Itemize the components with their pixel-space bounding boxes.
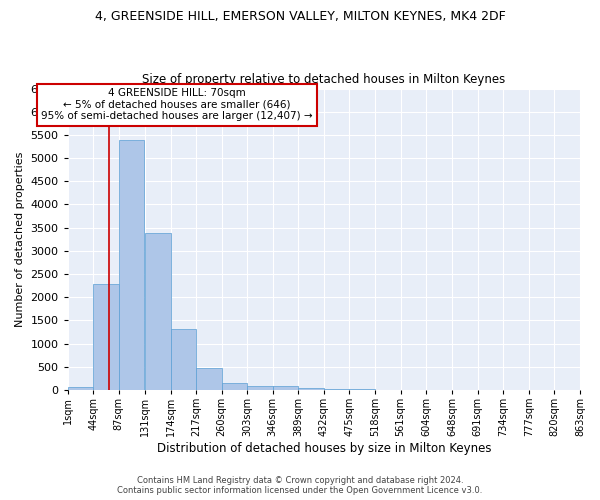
Text: 4 GREENSIDE HILL: 70sqm
← 5% of detached houses are smaller (646)
95% of semi-de: 4 GREENSIDE HILL: 70sqm ← 5% of detached… bbox=[41, 88, 313, 122]
Bar bbox=[170, 329, 196, 390]
Bar bbox=[145, 233, 170, 390]
Bar bbox=[221, 382, 247, 390]
Bar bbox=[247, 386, 273, 390]
Bar bbox=[273, 386, 298, 390]
Y-axis label: Number of detached properties: Number of detached properties bbox=[15, 152, 25, 327]
Bar bbox=[298, 388, 324, 390]
Bar bbox=[196, 368, 221, 390]
Text: 4, GREENSIDE HILL, EMERSON VALLEY, MILTON KEYNES, MK4 2DF: 4, GREENSIDE HILL, EMERSON VALLEY, MILTO… bbox=[95, 10, 505, 23]
Text: Contains HM Land Registry data © Crown copyright and database right 2024.
Contai: Contains HM Land Registry data © Crown c… bbox=[118, 476, 482, 495]
Bar bbox=[324, 388, 349, 390]
Title: Size of property relative to detached houses in Milton Keynes: Size of property relative to detached ho… bbox=[142, 73, 505, 86]
Bar bbox=[349, 389, 375, 390]
Bar bbox=[93, 284, 119, 390]
Bar bbox=[119, 140, 145, 390]
X-axis label: Distribution of detached houses by size in Milton Keynes: Distribution of detached houses by size … bbox=[157, 442, 491, 455]
Bar bbox=[68, 387, 93, 390]
